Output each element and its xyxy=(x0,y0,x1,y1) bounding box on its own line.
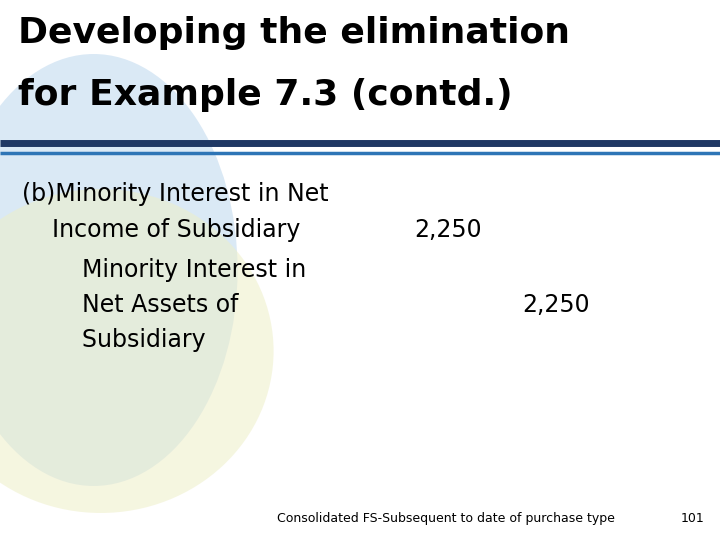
Text: Minority Interest in: Minority Interest in xyxy=(22,258,306,282)
Text: Subsidiary: Subsidiary xyxy=(22,328,205,352)
Ellipse shape xyxy=(0,54,238,486)
Text: for Example 7.3 (contd.): for Example 7.3 (contd.) xyxy=(18,78,513,112)
Text: 2,250: 2,250 xyxy=(522,293,590,317)
Text: Developing the elimination: Developing the elimination xyxy=(18,16,570,50)
Text: Net Assets of: Net Assets of xyxy=(22,293,238,317)
Text: Income of Subsidiary: Income of Subsidiary xyxy=(22,218,300,241)
Text: 2,250: 2,250 xyxy=(414,218,482,241)
Ellipse shape xyxy=(0,189,274,513)
Text: (b)Minority Interest in Net: (b)Minority Interest in Net xyxy=(22,183,328,206)
Text: Consolidated FS-Subsequent to date of purchase type: Consolidated FS-Subsequent to date of pu… xyxy=(277,512,615,525)
Text: 101: 101 xyxy=(680,512,704,525)
